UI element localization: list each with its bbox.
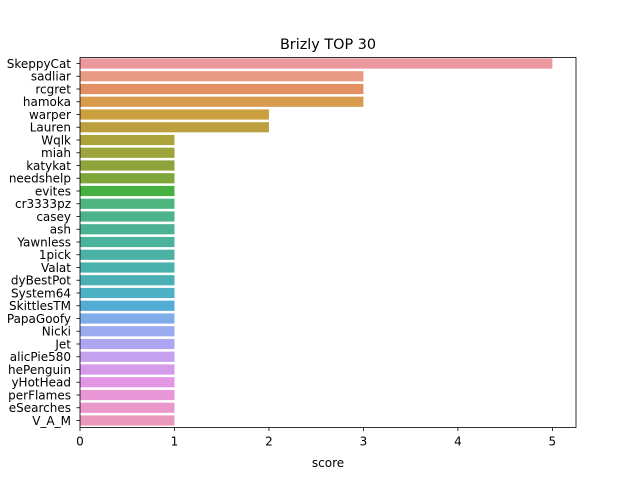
bar-9 (80, 173, 175, 184)
bar-15 (80, 249, 175, 260)
chart-title: Brizly TOP 30 (280, 37, 376, 53)
y-tick-label: dyBestPot (11, 274, 71, 288)
y-tick-label: Jet (54, 337, 71, 351)
x-tick-label: 1 (171, 435, 179, 449)
bars-group (80, 58, 553, 426)
y-tick-label: hePenguin (8, 363, 71, 377)
bar-18 (80, 287, 175, 299)
y-tick-label: System64 (11, 286, 71, 300)
bar-5 (80, 122, 269, 133)
y-tick-label: Valat (41, 261, 71, 275)
bar-3 (80, 96, 364, 107)
bar-10 (80, 185, 175, 197)
bar-4 (80, 109, 269, 120)
y-tick-label: Nicki (42, 325, 71, 339)
bar-12 (80, 211, 175, 222)
y-tick-label: katykat (26, 159, 71, 173)
y-tick-label: SkittlesTM (9, 299, 71, 313)
y-tick-label: Lauren (30, 121, 71, 135)
y-tick-label: evites (35, 184, 71, 198)
bar-24 (80, 364, 175, 375)
bar-23 (80, 351, 175, 362)
bar-26 (80, 389, 175, 401)
x-tick-label: 2 (265, 435, 273, 449)
y-tick-label: perFlames (8, 388, 71, 402)
bar-19 (80, 300, 175, 311)
y-tick-label: alicPie580 (10, 350, 71, 364)
bar-2 (80, 83, 364, 95)
y-tick-label: 1pick (39, 248, 71, 262)
y-tick-label: SkeppyCat (7, 57, 72, 71)
y-tick-label: needshelp (9, 172, 71, 186)
plot-frame (79, 57, 577, 428)
bar-16 (80, 262, 175, 273)
x-tick-label: 4 (454, 435, 462, 449)
x-tick-label: 0 (76, 435, 84, 449)
y-tick-label: miah (41, 146, 71, 160)
x-axis-ticks: 0 1 2 3 4 5 (76, 427, 557, 449)
bar-0 (80, 58, 553, 69)
y-tick-label: warper (29, 108, 71, 122)
bar-8 (80, 160, 175, 171)
bar-7 (80, 147, 175, 158)
bar-27 (80, 402, 175, 413)
y-tick-label: ash (50, 223, 71, 237)
bar-13 (80, 224, 175, 235)
x-tick-label: 3 (360, 435, 368, 449)
bar-28 (80, 415, 175, 426)
y-tick-label: sadliar (31, 70, 71, 84)
y-tick-label: V_A_M (32, 414, 71, 428)
bar-14 (80, 236, 175, 248)
y-tick-label: Yawnless (16, 235, 71, 249)
y-tick-label: Wqlk (41, 133, 71, 147)
bar-22 (80, 338, 175, 350)
bar-1 (80, 71, 364, 82)
y-tick-label: yHotHead (11, 376, 71, 390)
y-tick-label: cr3333pz (15, 197, 71, 211)
y-tick-label: hamoka (23, 95, 71, 109)
bar-11 (80, 198, 175, 209)
bar-6 (80, 134, 175, 146)
y-tick-label: eSearches (9, 401, 71, 415)
y-tick-label: casey (36, 210, 71, 224)
y-tick-label: rcgret (35, 82, 71, 96)
bar-25 (80, 377, 175, 388)
y-tick-label: PapaGoofy (7, 312, 71, 326)
x-axis-label: score (312, 456, 344, 470)
bar-20 (80, 313, 175, 324)
bar-21 (80, 326, 175, 337)
x-tick-label: 5 (549, 435, 557, 449)
y-tick-labels: SkeppyCatsadliarrcgrethamokawarperLauren… (7, 57, 80, 428)
bar-17 (80, 275, 175, 286)
